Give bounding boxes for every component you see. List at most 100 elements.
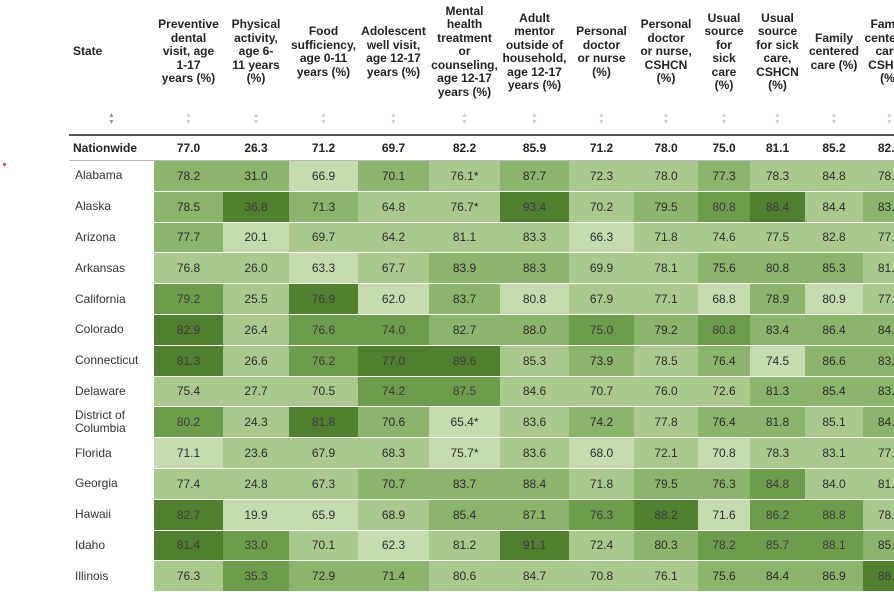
sort-arrows-icon[interactable]: ▲ ▼ [223,104,289,136]
table-cell: 75.7* [429,438,500,469]
sort-arrows-icon[interactable]: ▲ ▼ [429,104,500,136]
table-cell: 70.7 [569,376,634,408]
column-header[interactable]: Food sufficiency, age 0-11 years (%) [289,0,358,104]
column-header-line: years (%) [296,64,351,79]
table-cell: 84.6 [500,376,569,408]
sort-arrows-icon[interactable]: ▲ ▼ [805,104,863,136]
table-cell: 75.4 [154,376,223,408]
column-header-line: Usual [761,10,794,25]
table-cell: 76.8 [154,253,223,285]
table-cell: 33.0 [223,530,289,562]
column-header[interactable]: Personal doctor or nurse, CSHCN (%) [634,0,698,104]
column-header-line: Adolescent [361,24,426,38]
table-cell: 24.3 [223,407,289,439]
table-cell: 62.0 [358,284,429,315]
sort-arrows-icon[interactable]: ▲ ▼ [569,104,634,136]
table-cell: 85.4 [805,376,863,408]
sort-arrows-icon[interactable]: ▲ ▼ [750,104,805,136]
state-name: Alaska [69,192,154,223]
sort-arrows-icon[interactable]: ▲ ▼ [358,104,429,136]
table-cell: 80.8 [500,284,569,315]
table-cell: 83.7 [429,284,500,315]
column-header-line: care, [875,44,894,59]
table-cell: 76.4 [698,407,750,439]
nationwide-value: 77.0 [154,136,223,161]
table-cell: 80.8 [750,253,805,285]
column-header[interactable]: Mental health treatment or counseling, age 12… [429,0,500,104]
sort-arrows-icon[interactable]: ▲ ▼ [69,104,154,136]
table-cell: 71.4 [358,561,429,592]
table-cell: 81.3 [154,345,223,377]
table-cell: 78.7 [863,161,894,192]
column-header[interactable]: Usual source for sick care (%) [698,0,750,104]
table-cell: 81.1 [429,222,500,254]
column-header[interactable]: Physical activity, age 6- 11 years (%) [223,0,289,104]
column-header-line: (%) [714,78,734,92]
table-cell: 73.9 [569,345,634,377]
state-name: Delaware [69,377,154,408]
sort-arrows-icon[interactable]: ▲ ▼ [289,104,358,136]
table-cell: 74.2 [358,376,429,408]
column-header[interactable]: Preventive dental visit, age 1-17 years (%) [154,0,223,104]
column-header-line: activity, [234,30,278,45]
column-header-line: Physical [231,17,281,32]
column-header-line: health [446,17,483,32]
column-header-line: Food [308,24,339,38]
table-cell: 72.9 [289,561,358,592]
table-cell: 93.4 [500,191,569,223]
column-header-line: for sick [756,37,799,52]
table-cell: 78.9 [750,284,805,315]
table-cell: 85.7 [750,530,805,562]
column-header-line: (%) [768,78,787,92]
sort-arrows-icon[interactable]: ▲ ▼ [634,104,698,136]
table-cell: 80.2 [154,407,223,439]
table-cell: 87.7 [500,161,569,192]
table-cell: 88.3 [500,253,569,285]
sort-arrows-icon[interactable]: ▲ ▼ [863,104,894,136]
table-cell: 83.3 [863,345,894,377]
table-cell: 83.3 [500,222,569,254]
sort-arrows-icon[interactable]: ▲ ▼ [154,104,223,136]
table-cell: 88.1 [805,530,863,562]
table-cell: 71.3 [289,191,358,223]
table-cell: 67.7 [358,253,429,285]
table-cell: 84.3 [863,407,894,439]
table-cell: 26.6 [223,345,289,377]
column-header[interactable]: State [69,0,154,104]
table-cell: 72.3 [569,161,634,192]
column-header-line: Personal [576,24,627,38]
column-header-line: source [704,24,744,38]
column-header[interactable]: Adolescent well visit, age 12-17 years (%) [358,0,429,104]
table-cell: 68.0 [569,438,634,469]
table-cell: 86.9 [805,561,863,592]
column-header-line: sufficiency, [290,37,357,52]
column-header[interactable]: Adult mentor outside of household, age 12-17… [500,0,569,104]
table-cell: 36.8 [223,191,289,223]
table-cell: 85.3 [805,253,863,285]
column-header-line: well visit, [366,37,421,52]
table-cell: 76.1* [429,161,500,192]
table-cell: 84.8 [750,468,805,500]
column-header-line: years (%) [161,71,216,86]
table-cell: 62.3 [358,530,429,562]
table-cell: 20.1 [223,222,289,254]
column-header-line: doctor [582,37,621,52]
column-header[interactable]: Usual source for sick care, CSHCN (%) [750,0,805,104]
sort-arrows-icon[interactable]: ▲ ▼ [698,104,750,136]
nationwide-value: 75.0 [698,136,750,161]
column-header-line: (%) [592,64,611,79]
table-cell: 87.1 [500,499,569,531]
table-cell: 24.8 [223,468,289,500]
column-header-line: care [711,64,737,79]
table-cell: 84.4 [805,191,863,223]
column-header-line: age 12-17 [437,71,492,86]
column-header[interactable]: Family centered care (%) [805,0,863,104]
table-cell: 69.7 [289,222,358,254]
sort-arrows-icon[interactable]: ▲ ▼ [500,104,569,136]
table-cell: 82.9 [154,314,223,346]
table-cell: 78.3 [750,161,805,192]
table-cell: 83.6 [500,407,569,439]
column-header[interactable]: Personal doctor or nurse (%) [569,0,634,104]
column-header-line: outside of [505,37,564,52]
